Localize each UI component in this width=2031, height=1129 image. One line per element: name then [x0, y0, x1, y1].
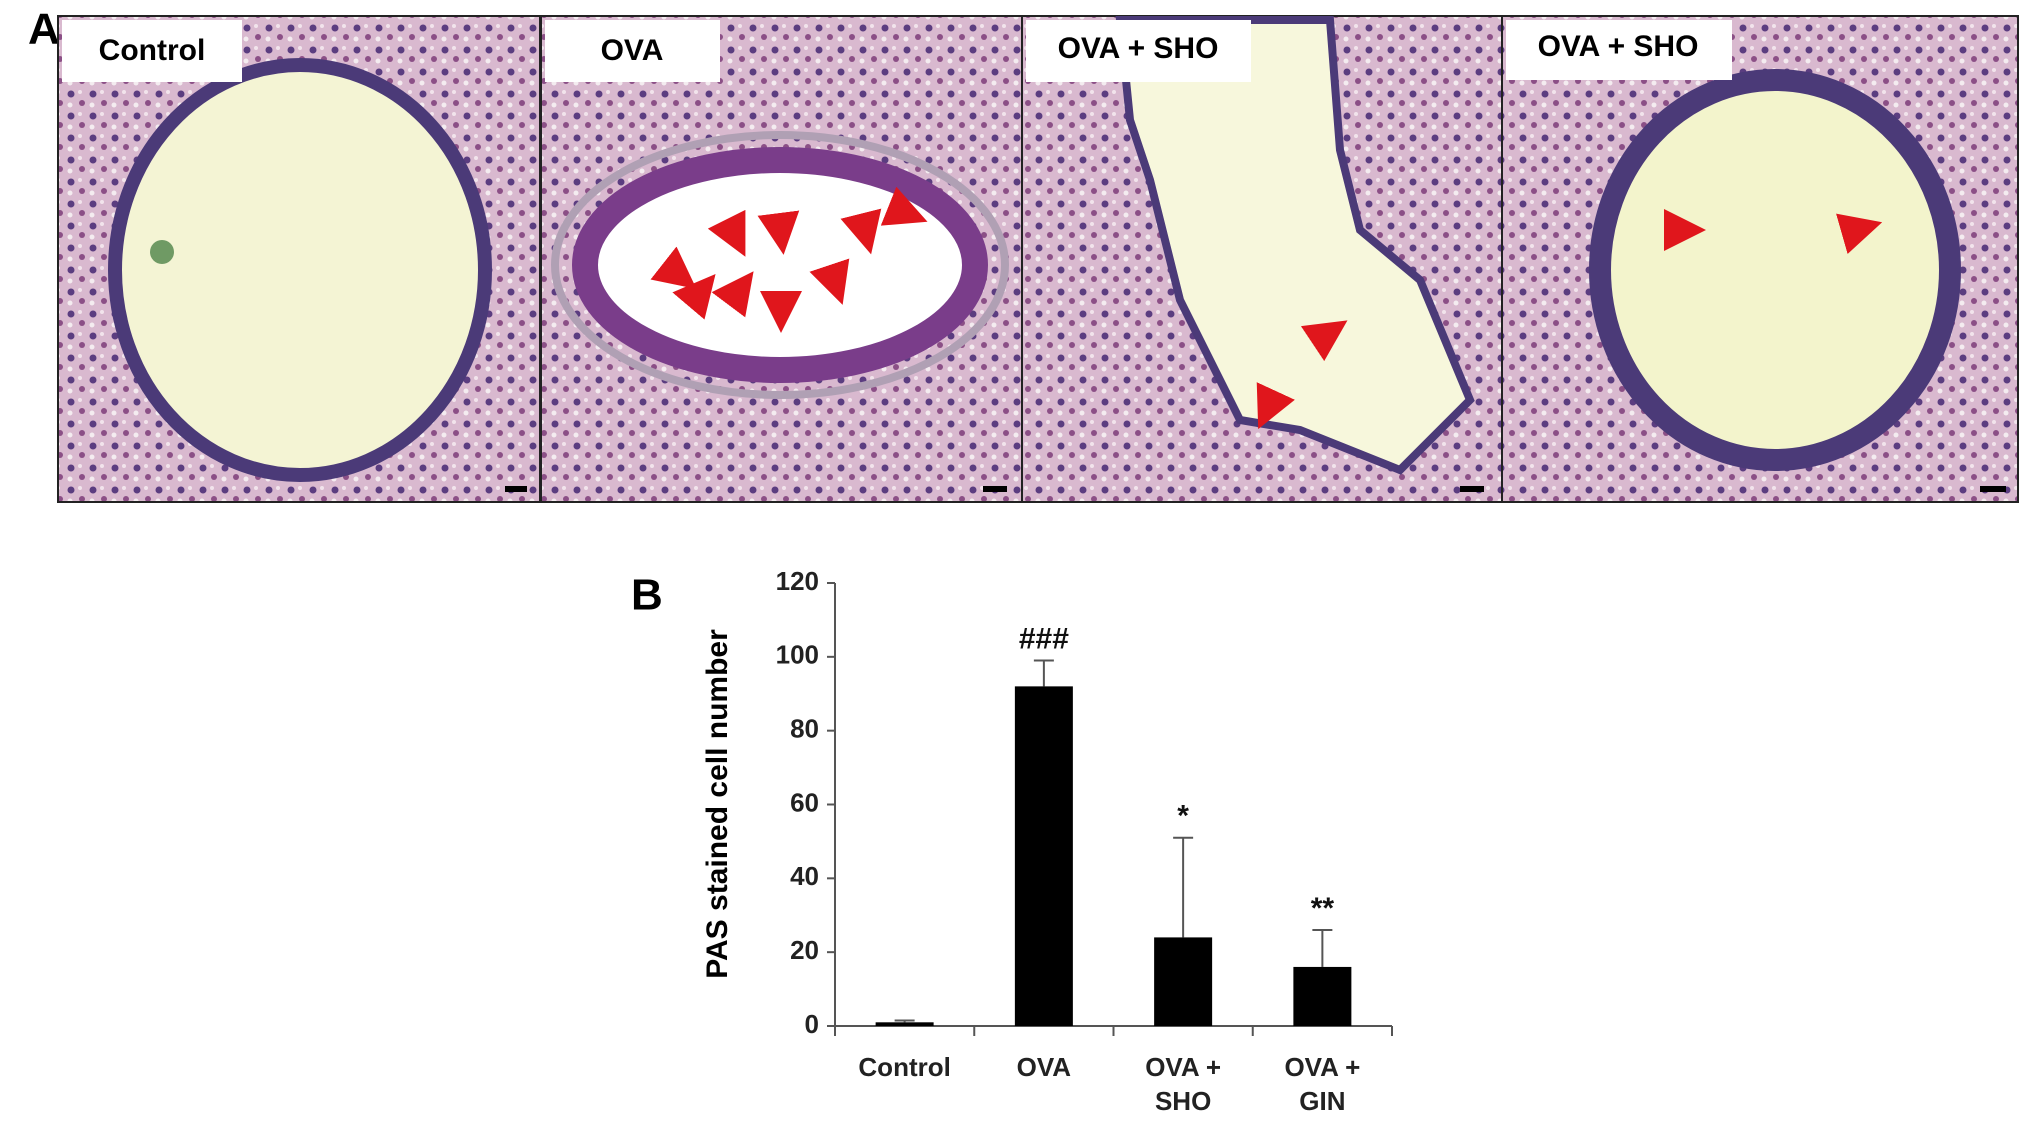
significance-label: ** [1311, 892, 1335, 925]
bar [1014, 686, 1073, 1026]
y-axis-title: PAS stained cell number [701, 629, 734, 979]
significance-label: * [1177, 800, 1189, 833]
panel-label: B [631, 571, 663, 620]
micrograph: Control [57, 15, 541, 503]
y-tick-label: 100 [776, 640, 819, 670]
micrograph: OVA + SHO [1501, 15, 2019, 503]
image-label: Control [99, 34, 206, 67]
y-tick-label: 60 [790, 787, 819, 817]
image-label: OVA + SHO [1538, 30, 1699, 63]
x-tick-label: Control [858, 1052, 951, 1082]
significance-label: ### [1019, 622, 1069, 655]
micrograph: OVA + SHO [1021, 15, 1503, 503]
image-label: OVA + SHO [1058, 32, 1219, 65]
x-tick-label: OVA [1016, 1052, 1072, 1082]
y-tick-label: 0 [805, 1009, 819, 1039]
y-tick-label: 40 [790, 861, 819, 891]
bar [875, 1022, 934, 1026]
bar [1154, 937, 1213, 1026]
y-tick-label: 120 [776, 566, 819, 596]
x-tick-label: OVA + SHO [1145, 1052, 1222, 1116]
y-tick-label: 80 [790, 714, 819, 744]
y-tick-label: 20 [790, 935, 819, 965]
image-label: OVA [601, 34, 664, 67]
x-tick-label: OVA + GIN [1284, 1052, 1361, 1116]
bar [1293, 966, 1352, 1026]
micrograph: OVA [540, 15, 1023, 503]
panel-label: A [28, 5, 60, 54]
